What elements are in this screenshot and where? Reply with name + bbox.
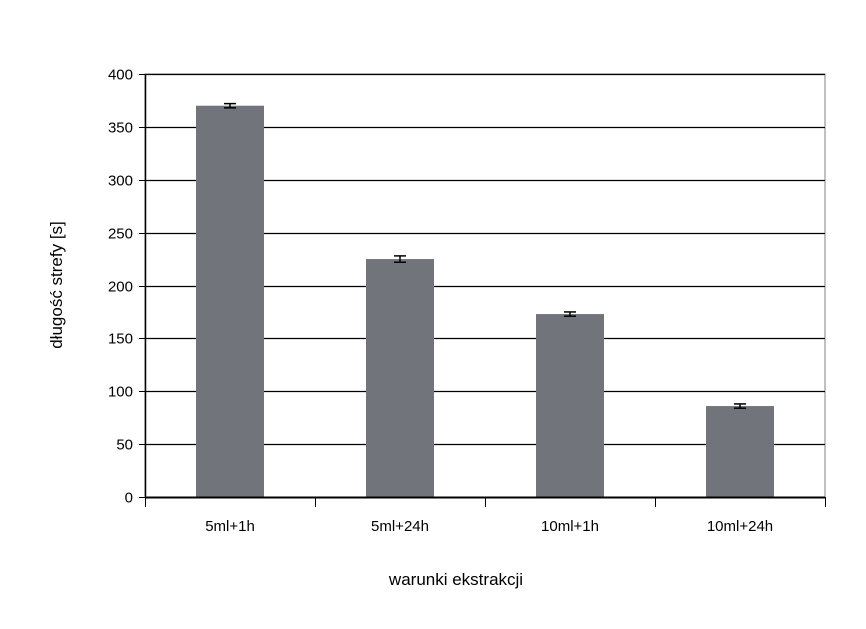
bar	[536, 314, 604, 497]
y-tick-label: 50	[116, 437, 133, 454]
bar	[196, 105, 264, 497]
x-tick-label: 10ml+1h	[541, 518, 599, 535]
y-tick-label: 350	[108, 120, 133, 137]
y-tick-label: 300	[108, 173, 133, 190]
y-tick-label: 250	[108, 226, 133, 243]
axes	[139, 74, 826, 507]
x-tick-label: 5ml+24h	[371, 518, 429, 535]
bar	[366, 259, 434, 497]
y-tick-label: 150	[108, 331, 133, 348]
y-tick-label: 200	[108, 279, 133, 296]
x-tick-labels: 5ml+1h 5ml+24h 10ml+1h 10ml+24h	[205, 518, 773, 535]
y-tick-label: 100	[108, 384, 133, 401]
x-tick-label: 5ml+1h	[205, 518, 255, 535]
y-tick-label: 0	[125, 490, 133, 507]
y-tick-labels: 0 50 100 150 200 250 300 350 400	[108, 67, 133, 507]
x-tick-label: 10ml+24h	[707, 518, 773, 535]
x-axis-title: warunki ekstrakcji	[388, 570, 523, 589]
y-axis-title: długość strefy [s]	[47, 221, 66, 349]
y-tick-label: 400	[108, 67, 133, 84]
error-bars	[224, 102, 746, 409]
bar	[706, 406, 774, 497]
bars	[196, 105, 774, 497]
